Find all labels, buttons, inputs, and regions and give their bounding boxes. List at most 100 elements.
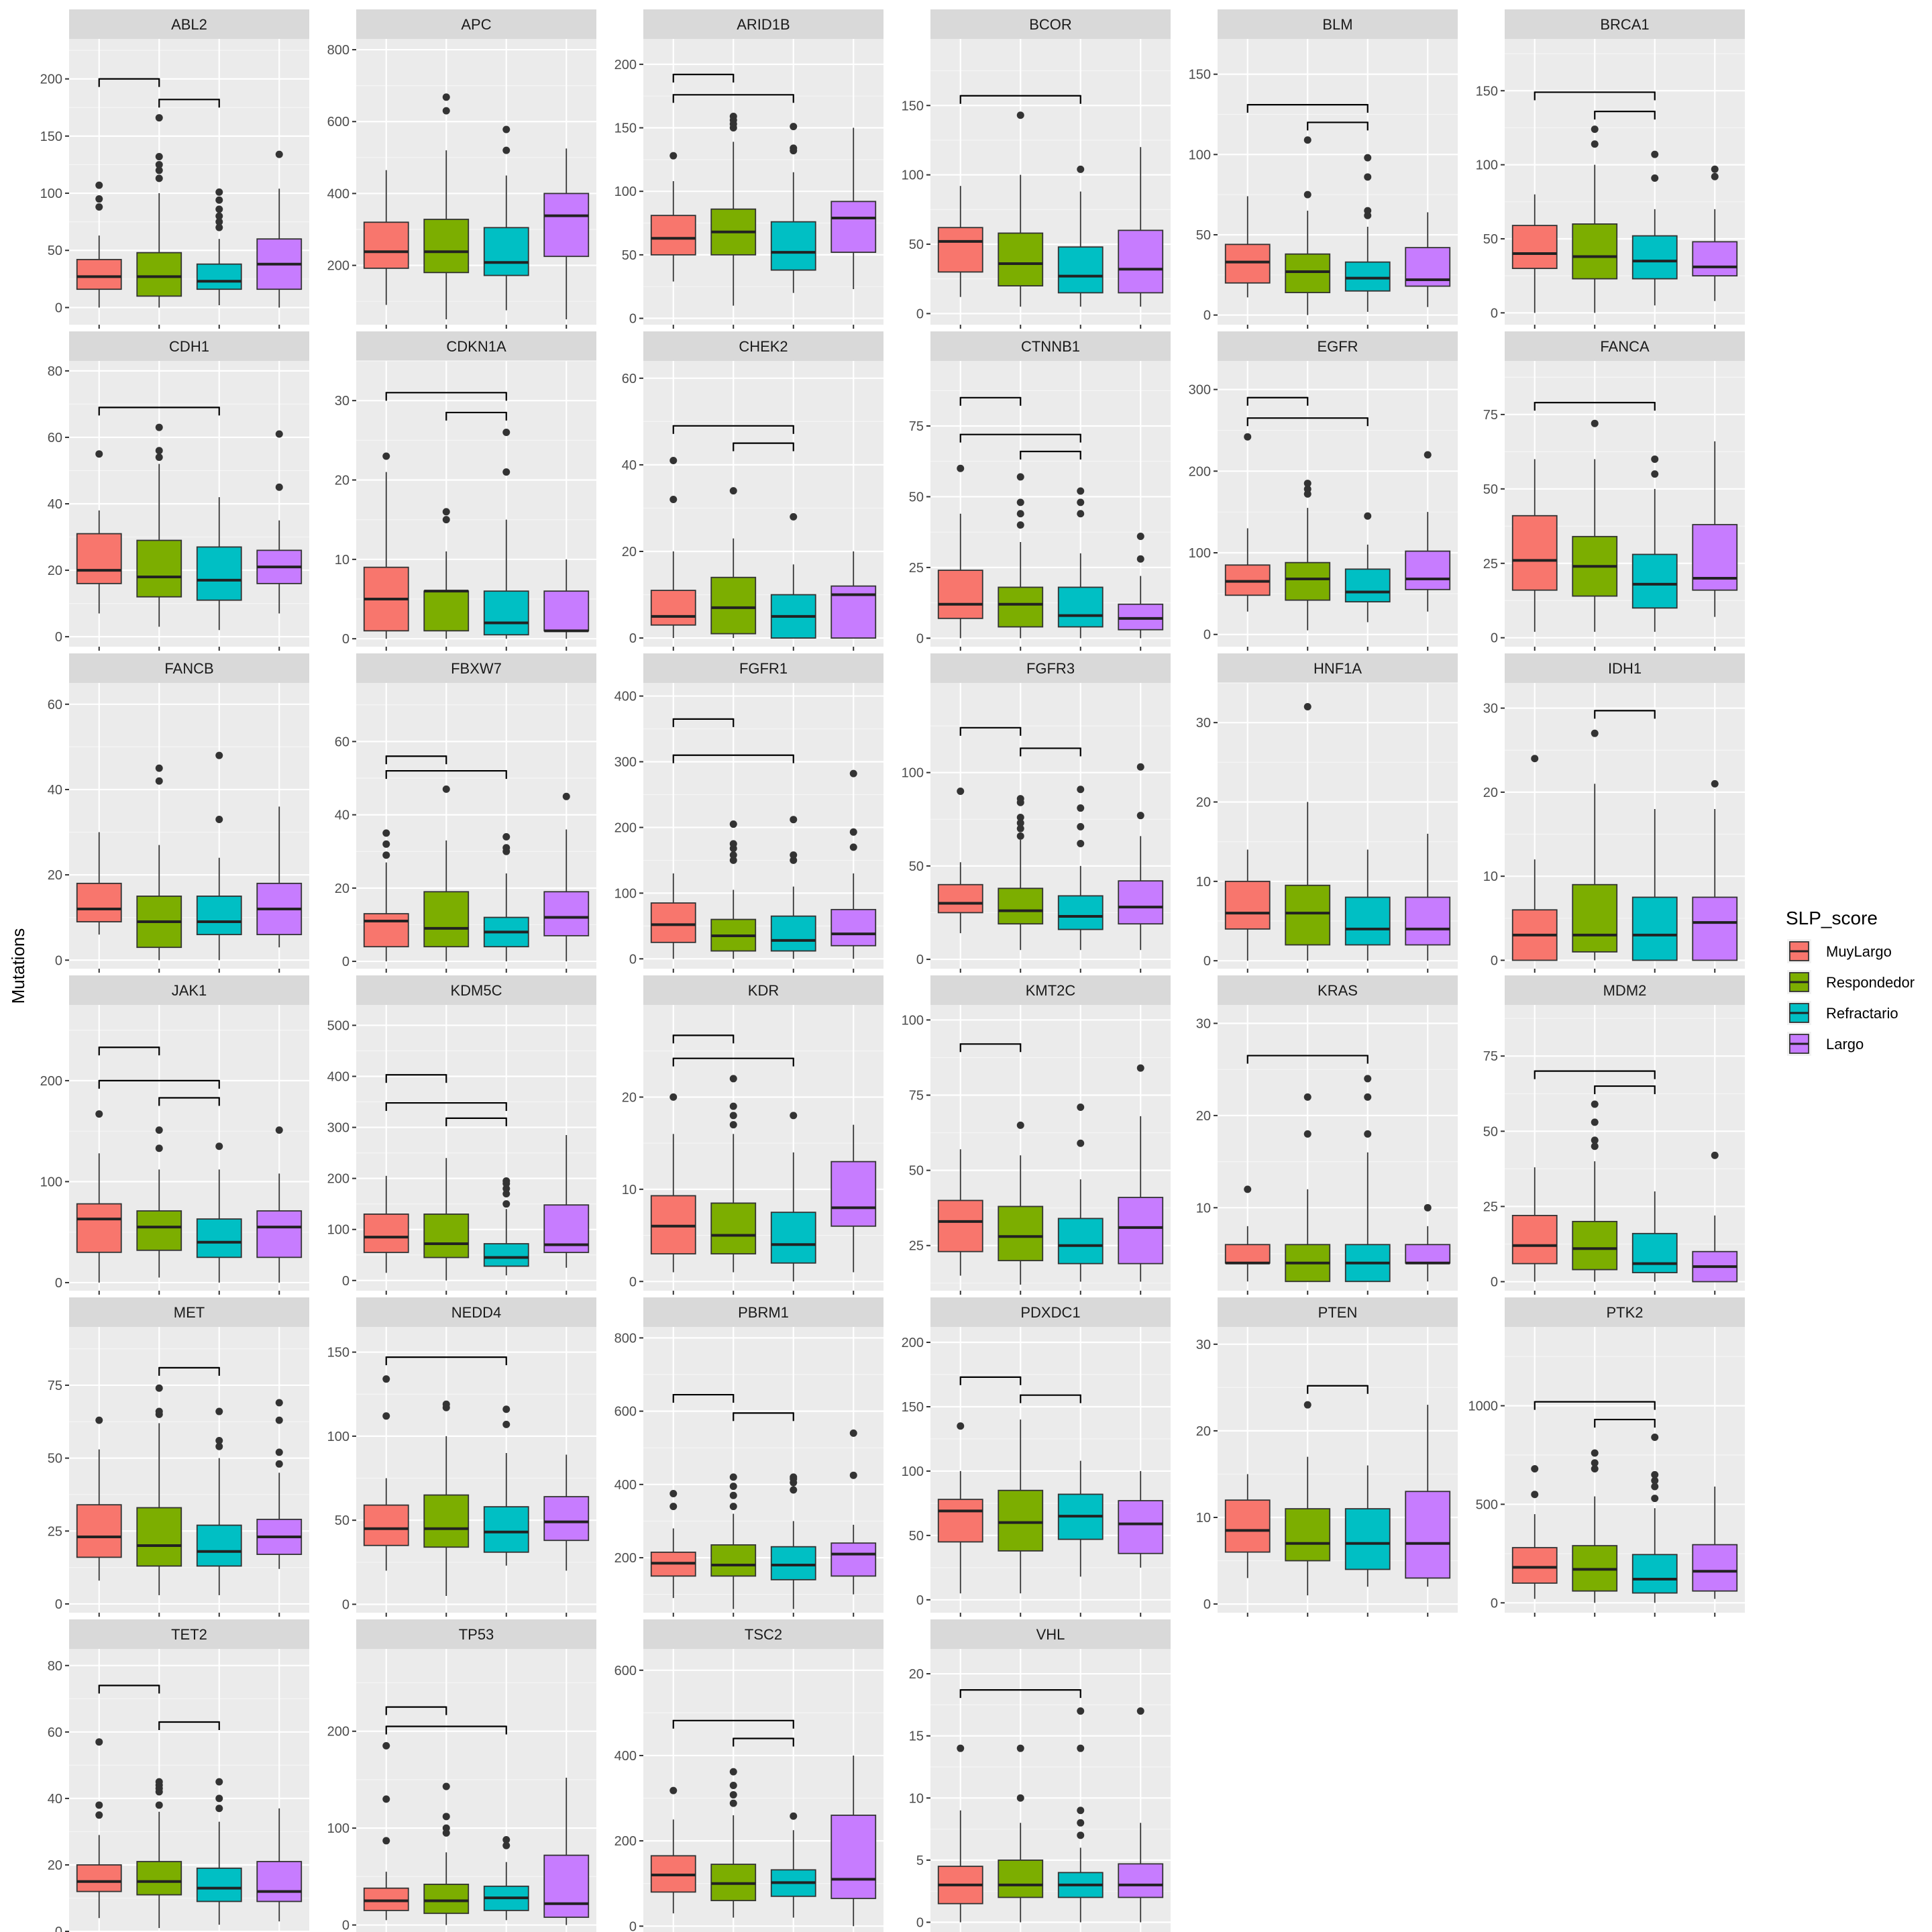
y-tick-label: 0 (1203, 628, 1211, 643)
outlier-point (215, 1778, 223, 1786)
strip-background (356, 975, 596, 1005)
y-tick-label: 75 (909, 419, 924, 434)
box-respondedor (1572, 1220, 1618, 1271)
outlier-point (1591, 1136, 1599, 1144)
y-tick-label: 0 (342, 955, 350, 969)
y-tick-label: 0 (55, 1276, 62, 1291)
outlier-point (155, 160, 163, 168)
y-tick-label: 40 (335, 808, 350, 823)
strip-label: KDR (748, 982, 779, 999)
strip-label: CHEK2 (739, 338, 788, 355)
y-tick-label: 500 (327, 1018, 350, 1033)
y-tick-label: 100 (902, 766, 924, 781)
outlier-point (275, 483, 283, 491)
y-tick-label: 75 (909, 1089, 924, 1104)
outlier-point (1364, 512, 1372, 520)
y-axis-title: Mutations (8, 928, 28, 1004)
box-respondedor (1572, 883, 1618, 953)
outlier-point (215, 223, 223, 231)
strip-background (1505, 1297, 1745, 1327)
y-tick-label: 100 (40, 186, 62, 201)
outlier-point (155, 777, 163, 785)
outlier-point (382, 840, 390, 848)
box-respondedor (1572, 223, 1618, 280)
strip-background (930, 1619, 1171, 1649)
box-largo (830, 1815, 877, 1899)
box-respondedor (136, 252, 182, 297)
strip-background (930, 975, 1171, 1005)
y-tick-label: 0 (55, 953, 62, 968)
panel-kdr: KDR 0 10 20 (622, 975, 883, 1295)
outlier-point (502, 833, 511, 841)
panel-idh1: IDH1 0 10 20 30 (1483, 653, 1745, 973)
strip-background (643, 975, 883, 1005)
box-refractario (770, 1212, 816, 1264)
y-tick-label: 150 (1189, 68, 1211, 83)
box-muylargo (937, 227, 983, 273)
outlier-point (442, 508, 450, 516)
panel-pdxdc1: PDXDC1 0 50 100 150 200 (902, 1297, 1171, 1617)
outlier-point (442, 516, 450, 524)
panel-arid1b: ARID1B 0 50 100 150 200 (614, 9, 883, 329)
y-tick-label: 200 (1189, 464, 1211, 479)
y-tick-label: 0 (55, 1597, 62, 1612)
outlier-point (1303, 480, 1311, 488)
y-tick-label: 100 (1189, 148, 1211, 162)
y-tick-label: 0 (629, 631, 637, 646)
box-respondedor (710, 1202, 757, 1254)
strip-background (643, 653, 883, 683)
outlier-point (790, 856, 798, 864)
y-tick-label: 5 (916, 1854, 924, 1868)
legend-label: Largo (1826, 1036, 1864, 1053)
box-muylargo (650, 590, 696, 626)
strip-background (643, 1297, 883, 1327)
outlier-point (95, 203, 103, 211)
strip-background (1218, 653, 1458, 683)
y-tick-label: 150 (614, 121, 637, 136)
outlier-point (382, 851, 390, 859)
outlier-point (1591, 125, 1599, 133)
box-largo (1118, 1500, 1164, 1554)
strip-label: ARID1B (737, 16, 790, 33)
outlier-point (502, 1835, 511, 1843)
y-tick-label: 150 (327, 1346, 350, 1360)
outlier-point (442, 1782, 450, 1790)
y-tick-label: 25 (909, 1239, 924, 1254)
plot-background (356, 39, 596, 325)
y-tick-label: 40 (48, 783, 62, 798)
box-muylargo (76, 258, 122, 290)
strip-label: CTNNB1 (1021, 338, 1080, 355)
outlier-point (215, 1805, 223, 1813)
y-tick-label: 200 (614, 1551, 637, 1566)
box-largo (1118, 229, 1164, 294)
panel-jak1: JAK1 0 100 200 (40, 975, 309, 1295)
plot-background (1218, 361, 1458, 647)
box-respondedor (423, 1213, 470, 1258)
box-muylargo (650, 1195, 696, 1254)
strip-background (1218, 331, 1458, 361)
outlier-point (729, 1121, 737, 1129)
legend-label: Respondedor (1826, 974, 1915, 991)
box-refractario (1631, 235, 1678, 280)
panel-cdkn1a: CDKN1A 0 10 20 30 (335, 331, 596, 651)
box-largo (543, 891, 590, 936)
strip-background (643, 9, 883, 39)
y-tick-label: 50 (909, 1529, 924, 1544)
y-tick-label: 400 (327, 186, 350, 201)
plot-background (930, 1327, 1171, 1613)
strip-label: CDH1 (169, 338, 209, 355)
outlier-point (1077, 1807, 1085, 1815)
strip-label: PTEN (1318, 1304, 1358, 1321)
panel-met: MET 0 25 50 75 (48, 1297, 309, 1617)
outlier-point (95, 181, 103, 189)
box-refractario (483, 1506, 529, 1553)
outlier-point (1244, 433, 1252, 441)
outlier-point (1531, 1465, 1539, 1473)
box-respondedor (710, 1544, 757, 1577)
outlier-point (1016, 111, 1024, 119)
y-tick-label: 100 (614, 184, 637, 199)
box-muylargo (363, 1213, 409, 1253)
y-tick-label: 1000 (1468, 1399, 1499, 1414)
outlier-point (790, 1812, 798, 1820)
